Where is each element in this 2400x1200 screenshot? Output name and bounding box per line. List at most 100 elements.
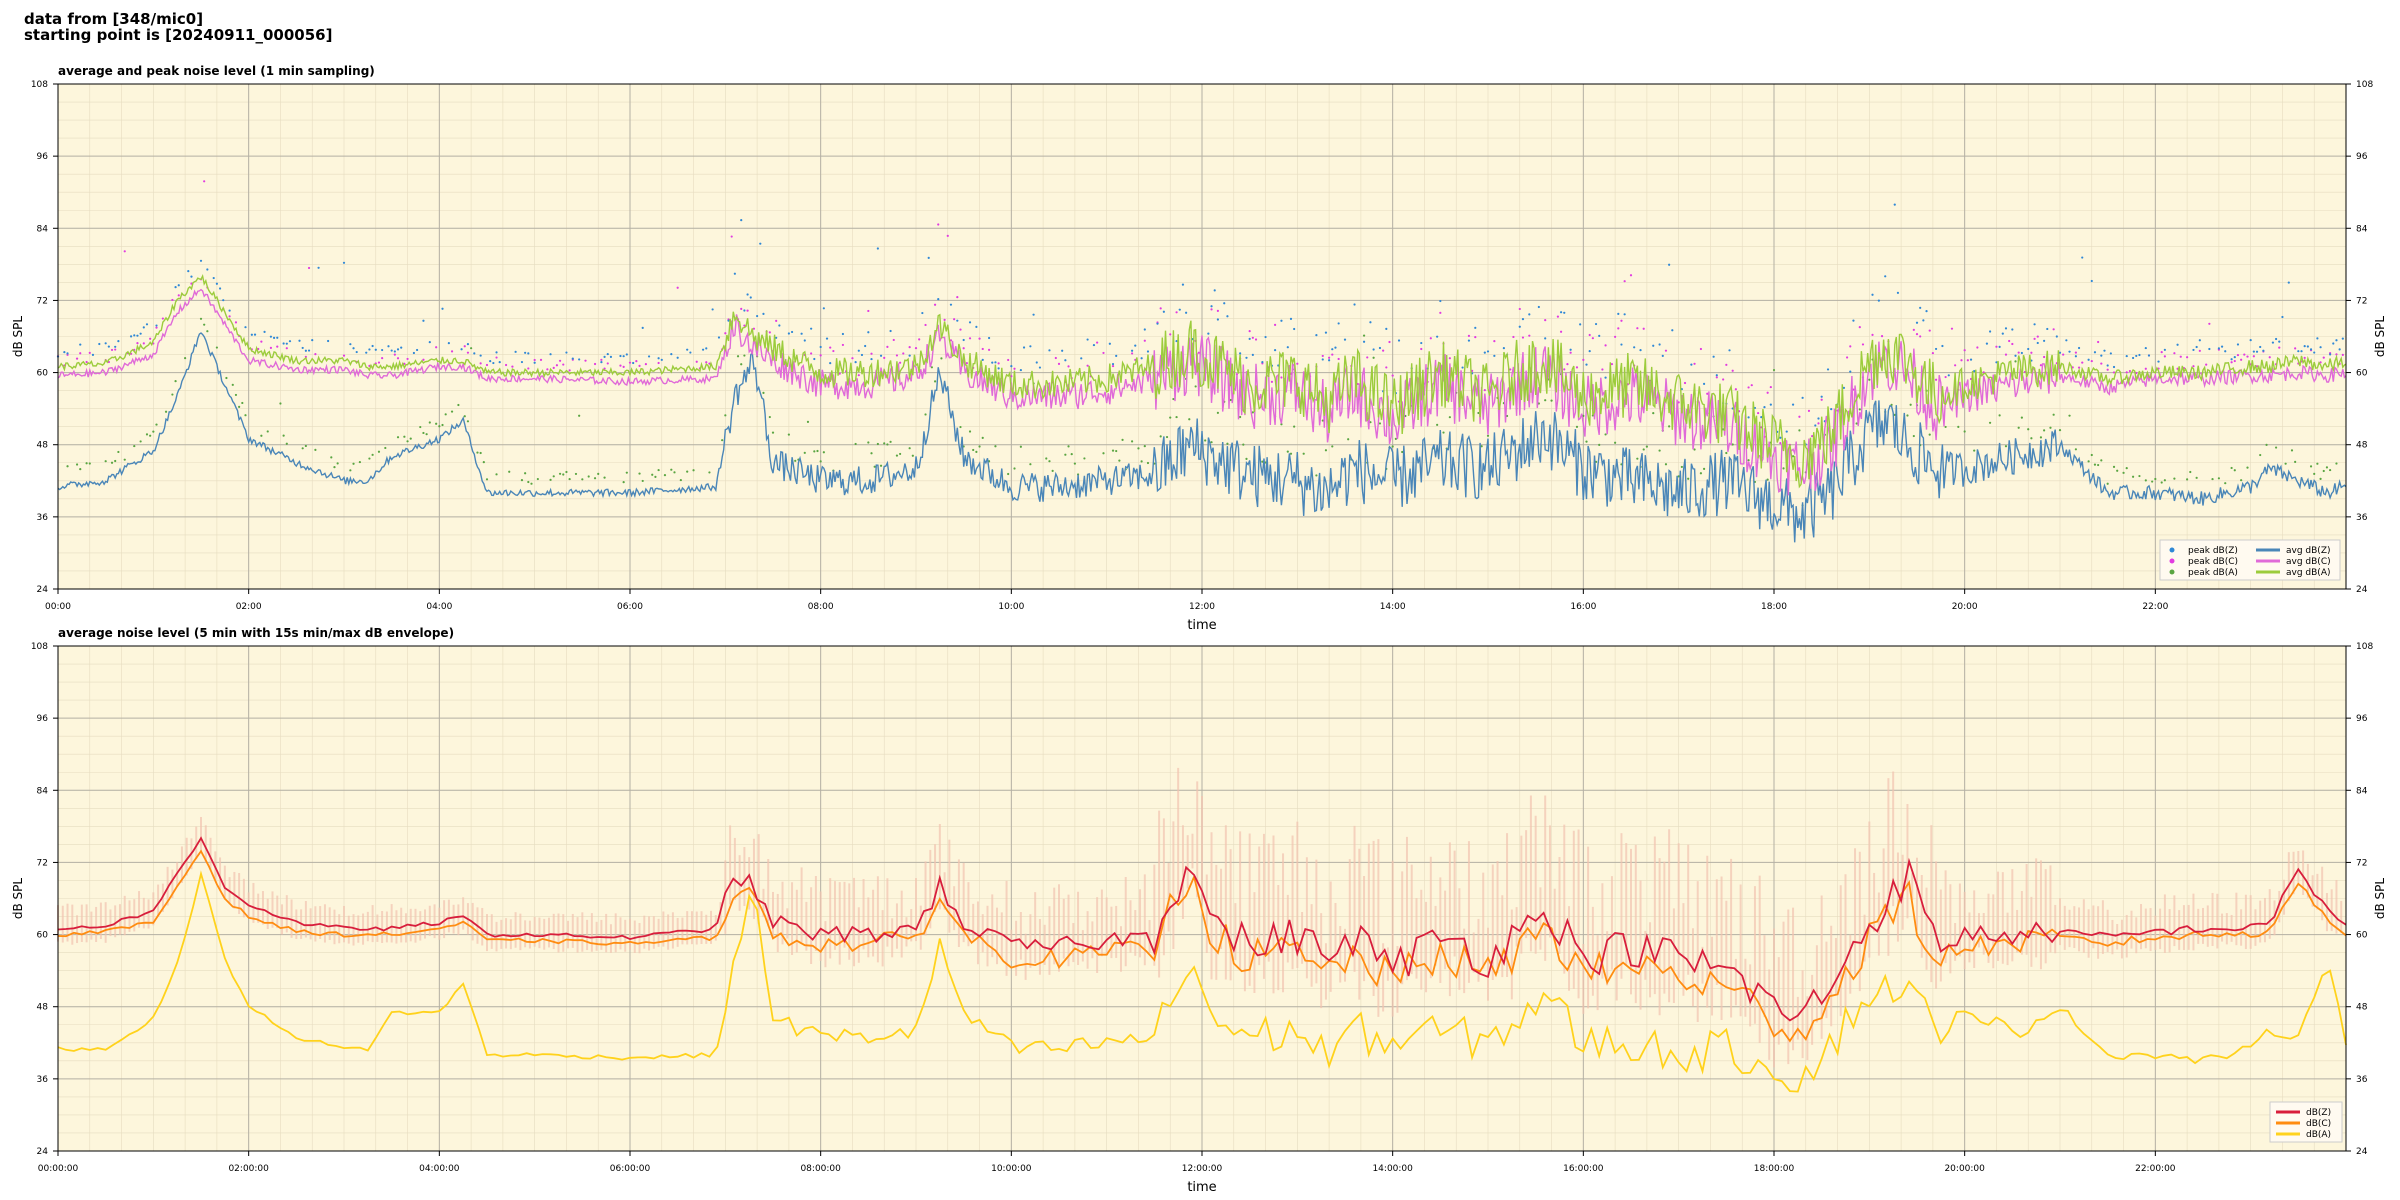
peak-dot: [1941, 344, 1944, 348]
peak-dot: [2144, 479, 2147, 482]
peak-dot: [1185, 311, 1188, 314]
peak-dot: [288, 340, 292, 343]
peak-dot: [1118, 459, 1121, 462]
peak-dot: [743, 309, 746, 312]
peak-dot: [743, 354, 746, 357]
peak-dot: [628, 361, 632, 364]
peak-dot: [2077, 366, 2081, 369]
peak-dot: [1750, 384, 1753, 387]
peak-dot: [987, 348, 991, 351]
peak-dot: [968, 321, 972, 324]
peak-dot: [959, 425, 962, 429]
peak-dot: [1061, 349, 1064, 352]
peak-dot: [1467, 339, 1471, 342]
peak-dot: [2074, 355, 2077, 358]
peak-dot: [406, 440, 409, 443]
peak-dot: [225, 376, 228, 380]
peak-dot: [190, 275, 193, 278]
peak-dot: [813, 450, 816, 453]
peak-dot: [1388, 340, 1391, 344]
peak-dot: [2297, 350, 2300, 353]
peak-dot: [1331, 353, 1334, 356]
peak-dot: [679, 478, 682, 482]
peak-dot: [2090, 279, 2093, 283]
peak-dot: [2036, 341, 2039, 345]
peak-dot: [530, 482, 533, 485]
x-tick-label: 20:00:00: [1944, 1164, 1985, 1174]
peak-dot: [215, 346, 218, 349]
peak-dot: [142, 342, 145, 345]
peak-dot: [2287, 281, 2290, 284]
peak-dot: [527, 480, 530, 484]
peak-dot: [403, 435, 406, 438]
peak-dot: [371, 453, 374, 456]
peak-dot: [2033, 337, 2036, 340]
peak-dot: [2217, 477, 2220, 480]
peak-dot: [104, 460, 107, 463]
peak-dot: [419, 425, 422, 429]
peak-dot: [1731, 443, 1734, 446]
peak-dot: [708, 362, 711, 365]
peak-dot: [1035, 361, 1038, 364]
peak-dot: [603, 355, 606, 358]
peak-dot: [558, 359, 562, 362]
peak-dot: [250, 333, 253, 336]
peak-dot: [1324, 449, 1328, 452]
peak-dot: [1169, 333, 1172, 336]
peak-dot: [2163, 348, 2166, 351]
peak-dot: [314, 353, 317, 356]
peak-dot: [2160, 481, 2163, 484]
peak-dot: [1216, 318, 1219, 321]
peak-dot: [1083, 457, 1086, 460]
peak-dot: [1820, 395, 1823, 398]
peak-dot: [2077, 346, 2081, 350]
peak-dot: [1483, 389, 1486, 392]
peak-dot: [2033, 323, 2036, 326]
legend-label: avg dB(A): [2286, 568, 2330, 578]
peak-dot: [1115, 449, 1118, 453]
peak-dot: [2322, 469, 2325, 473]
peak-dot: [406, 357, 409, 361]
y-tick-label-right: 60: [2356, 931, 2368, 941]
peak-dot: [1957, 425, 1960, 428]
peak-dot: [2074, 448, 2077, 451]
peak-dot: [177, 294, 180, 297]
x-tick-label: 12:00:00: [1182, 1164, 1223, 1174]
x-tick-label: 14:00: [1380, 602, 1406, 612]
peak-dot: [819, 460, 822, 463]
peak-dot: [1175, 311, 1178, 314]
peak-dot: [717, 336, 721, 339]
peak-dot: [1521, 336, 1525, 339]
peak-dot: [1747, 459, 1750, 462]
x-tick-label: 10:00: [998, 602, 1024, 612]
peak-dot: [1766, 391, 1769, 394]
peak-dot: [968, 430, 972, 433]
peak-dot: [149, 337, 152, 340]
peak-dot: [215, 282, 218, 285]
x-tick-label: 20:00: [1952, 602, 1978, 612]
peak-dot: [2144, 346, 2147, 350]
peak-dot: [2271, 341, 2275, 344]
header-source: data from [348/mic0]: [24, 10, 204, 28]
peak-dot: [2265, 443, 2268, 446]
peak-dot: [2043, 339, 2046, 342]
peak-dot: [358, 460, 361, 464]
peak-dot: [1629, 274, 1633, 277]
peak-dot: [1658, 449, 1661, 452]
peak-dot: [1007, 358, 1010, 362]
peak-dot: [1181, 283, 1185, 286]
peak-dot: [609, 355, 613, 358]
y-tick-label-right: 48: [2356, 1003, 2368, 1013]
peak-dot: [1528, 313, 1531, 316]
peak-dot: [2341, 337, 2344, 340]
peak-dot: [1251, 336, 1254, 339]
peak-dot: [1985, 342, 1989, 345]
peak-dot: [1401, 450, 1404, 454]
peak-dot: [466, 351, 470, 354]
peak-dot: [1652, 412, 1655, 415]
peak-dot: [1604, 433, 1607, 436]
peak-dot: [466, 420, 470, 423]
legend-marker: [2169, 558, 2175, 564]
peak-dot: [1858, 326, 1861, 329]
peak-dot: [927, 256, 930, 259]
